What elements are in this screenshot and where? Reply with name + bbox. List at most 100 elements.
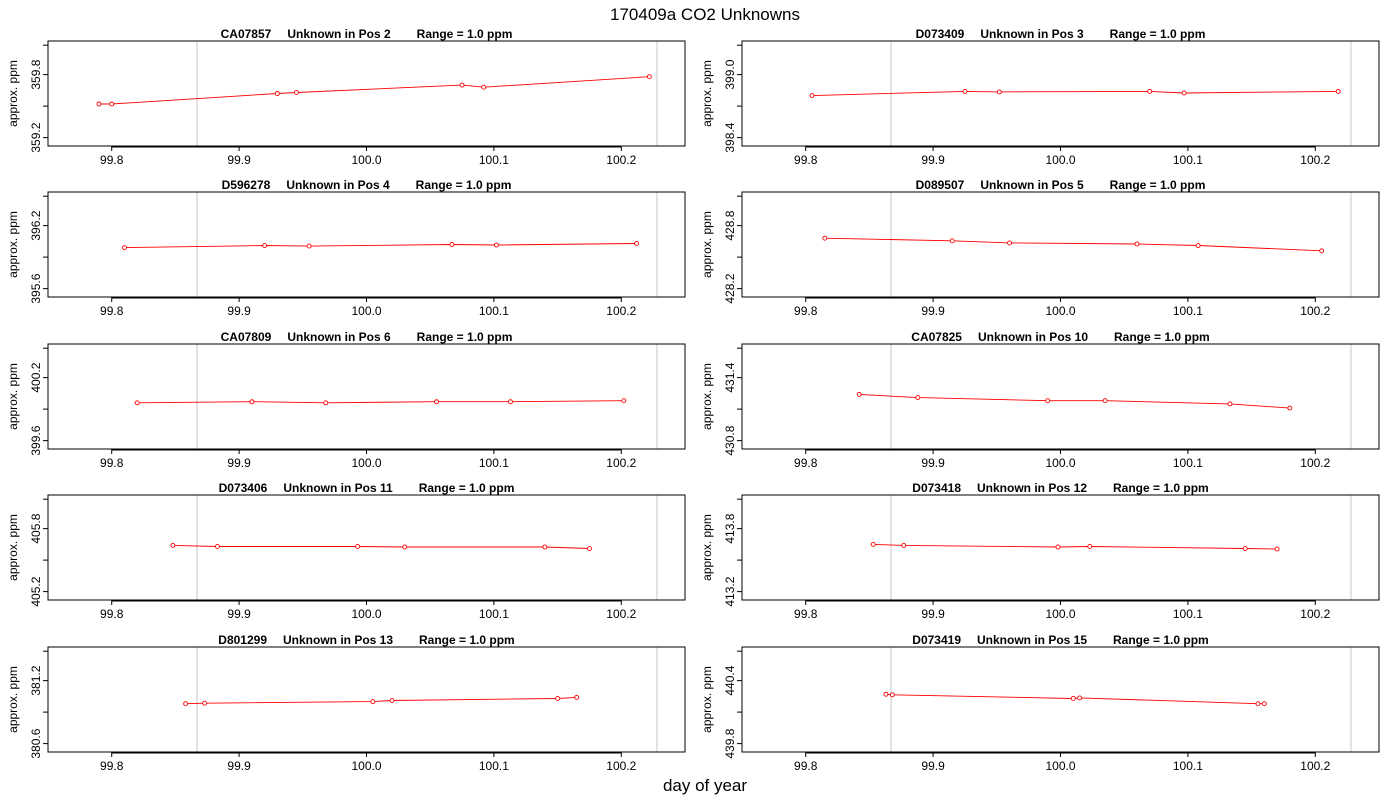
y-tick-label: 399.0 xyxy=(723,59,737,89)
y-axis-title: approx. ppm xyxy=(6,60,20,127)
x-tick-label: 100.0 xyxy=(351,153,381,167)
chart-panel: D596278 Unknown in Pos 4 Range = 1.0 ppm 39… xyxy=(6,178,686,318)
x-tick-label: 99.8 xyxy=(100,153,124,167)
panels-group: CA07857 Unknown in Pos 2 Range = 1.0 ppm 35… xyxy=(6,27,1380,773)
x-tick-label: 100.1 xyxy=(479,304,509,318)
y-tick-label: 399.6 xyxy=(29,425,43,455)
data-point xyxy=(1255,701,1261,707)
y-tick-label: 396.2 xyxy=(29,210,43,240)
panel-sample-id: D073406 xyxy=(219,481,268,495)
plot-frame xyxy=(47,646,686,753)
data-point xyxy=(402,544,408,550)
x-tick-label: 99.8 xyxy=(100,759,124,773)
y-axis-title: approx. ppm xyxy=(6,211,20,278)
data-point xyxy=(389,698,395,703)
data-point xyxy=(646,74,652,80)
panel-title: CA07809 Unknown in Pos 6 Range = 1.0 ppm xyxy=(221,330,513,344)
panel-sample-id: CA07857 xyxy=(221,27,272,41)
x-tick-label: 100.2 xyxy=(606,607,636,621)
y-axis-title: approx. ppm xyxy=(700,514,714,581)
panel-title: CA07857 Unknown in Pos 2 Range = 1.0 ppm xyxy=(221,27,513,41)
x-tick-label: 99.9 xyxy=(921,304,945,318)
chart-panel: D073419 Unknown in Pos 15 Range = 1.0 ppm 4… xyxy=(700,633,1380,773)
data-point xyxy=(883,691,889,697)
series-line xyxy=(873,543,1278,550)
x-tick-label: 100.1 xyxy=(1173,456,1203,470)
data-point xyxy=(574,694,580,700)
series-line xyxy=(99,76,650,105)
data-point xyxy=(274,91,280,96)
chart-panel: D073418 Unknown in Pos 12 Range = 1.0 ppm 4… xyxy=(700,481,1380,621)
y-tick-label: 440.4 xyxy=(723,665,737,695)
data-point xyxy=(293,89,299,95)
data-point xyxy=(962,88,968,94)
panel-title: D073409 Unknown in Pos 3 Range = 1.0 ppm xyxy=(916,27,1206,41)
plot-frame xyxy=(741,343,1380,450)
data-point xyxy=(1261,701,1267,707)
data-point xyxy=(96,101,102,107)
data-point xyxy=(109,101,115,107)
data-point xyxy=(459,82,465,88)
data-point xyxy=(481,84,487,90)
x-tick-label: 99.9 xyxy=(921,153,945,167)
y-tick-label: 428.2 xyxy=(723,273,737,303)
panel-range-label: Range = 1.0 ppm xyxy=(417,27,513,41)
plot-frame xyxy=(741,40,1380,147)
data-point xyxy=(170,542,176,548)
data-point xyxy=(856,391,862,397)
x-tick-label: 99.9 xyxy=(227,607,251,621)
panel-range-label: Range = 1.0 ppm xyxy=(1113,481,1209,495)
data-point xyxy=(1045,398,1051,404)
data-point xyxy=(634,240,640,246)
panel-sample-id: D073409 xyxy=(916,27,965,41)
chart-panel: CA07809 Unknown in Pos 6 Range = 1.0 ppm 39… xyxy=(6,330,686,470)
y-tick-label: 428.8 xyxy=(723,210,737,240)
data-point xyxy=(555,696,561,701)
y-tick-label: 359.2 xyxy=(29,122,43,152)
data-point xyxy=(1287,405,1293,411)
panel-range-label: Range = 1.0 ppm xyxy=(419,633,515,647)
data-point xyxy=(121,245,127,251)
panel-title: D089507 Unknown in Pos 5 Range = 1.0 ppm xyxy=(916,178,1206,192)
panel-title: D073419 Unknown in Pos 15 Range = 1.0 ppm xyxy=(912,633,1208,647)
x-tick-label: 100.1 xyxy=(479,607,509,621)
data-point xyxy=(434,399,440,405)
data-point xyxy=(262,243,268,249)
data-point xyxy=(493,242,499,248)
plot-frame xyxy=(741,646,1380,753)
chart-panel: D073409 Unknown in Pos 3 Range = 1.0 ppm 39… xyxy=(700,27,1380,167)
x-tick-label: 100.0 xyxy=(351,456,381,470)
panel-range-label: Range = 1.0 ppm xyxy=(1114,330,1210,344)
x-tick-label: 99.8 xyxy=(100,456,124,470)
data-point xyxy=(809,93,815,99)
data-point xyxy=(214,544,220,549)
y-tick-label: 405.2 xyxy=(29,576,43,606)
data-point xyxy=(323,400,329,406)
panel-title: D801299 Unknown in Pos 13 Range = 1.0 ppm xyxy=(218,633,514,647)
plot-frame xyxy=(47,343,686,450)
x-tick-label: 100.0 xyxy=(1045,759,1075,773)
x-tick-label: 99.9 xyxy=(227,759,251,773)
x-tick-label: 99.9 xyxy=(921,759,945,773)
x-tick-label: 100.0 xyxy=(351,304,381,318)
panel-range-label: Range = 1.0 ppm xyxy=(1113,633,1209,647)
series-line xyxy=(812,90,1339,97)
data-point xyxy=(996,89,1002,95)
x-tick-label: 100.2 xyxy=(1300,456,1330,470)
y-axis-title: approx. ppm xyxy=(700,211,714,278)
panel-sample-id: D073419 xyxy=(912,633,961,647)
y-tick-label: 359.8 xyxy=(29,59,43,89)
series-line xyxy=(185,696,577,705)
panel-sample-id: D801299 xyxy=(218,633,267,647)
panel-range-label: Range = 1.0 ppm xyxy=(417,330,513,344)
data-point xyxy=(915,395,921,400)
data-point xyxy=(901,542,907,548)
panel-position-label: Unknown in Pos 15 xyxy=(977,633,1087,647)
y-tick-label: 431.4 xyxy=(723,362,737,392)
x-tick-label: 100.1 xyxy=(479,759,509,773)
data-point xyxy=(1055,544,1061,550)
x-tick-label: 100.1 xyxy=(479,456,509,470)
x-tick-label: 100.2 xyxy=(606,759,636,773)
x-tick-label: 99.8 xyxy=(794,456,818,470)
y-tick-label: 395.6 xyxy=(29,273,43,303)
